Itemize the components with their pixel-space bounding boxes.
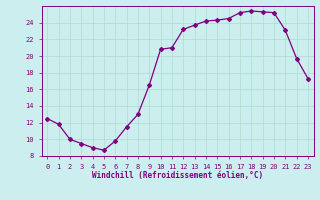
X-axis label: Windchill (Refroidissement éolien,°C): Windchill (Refroidissement éolien,°C) [92, 171, 263, 180]
